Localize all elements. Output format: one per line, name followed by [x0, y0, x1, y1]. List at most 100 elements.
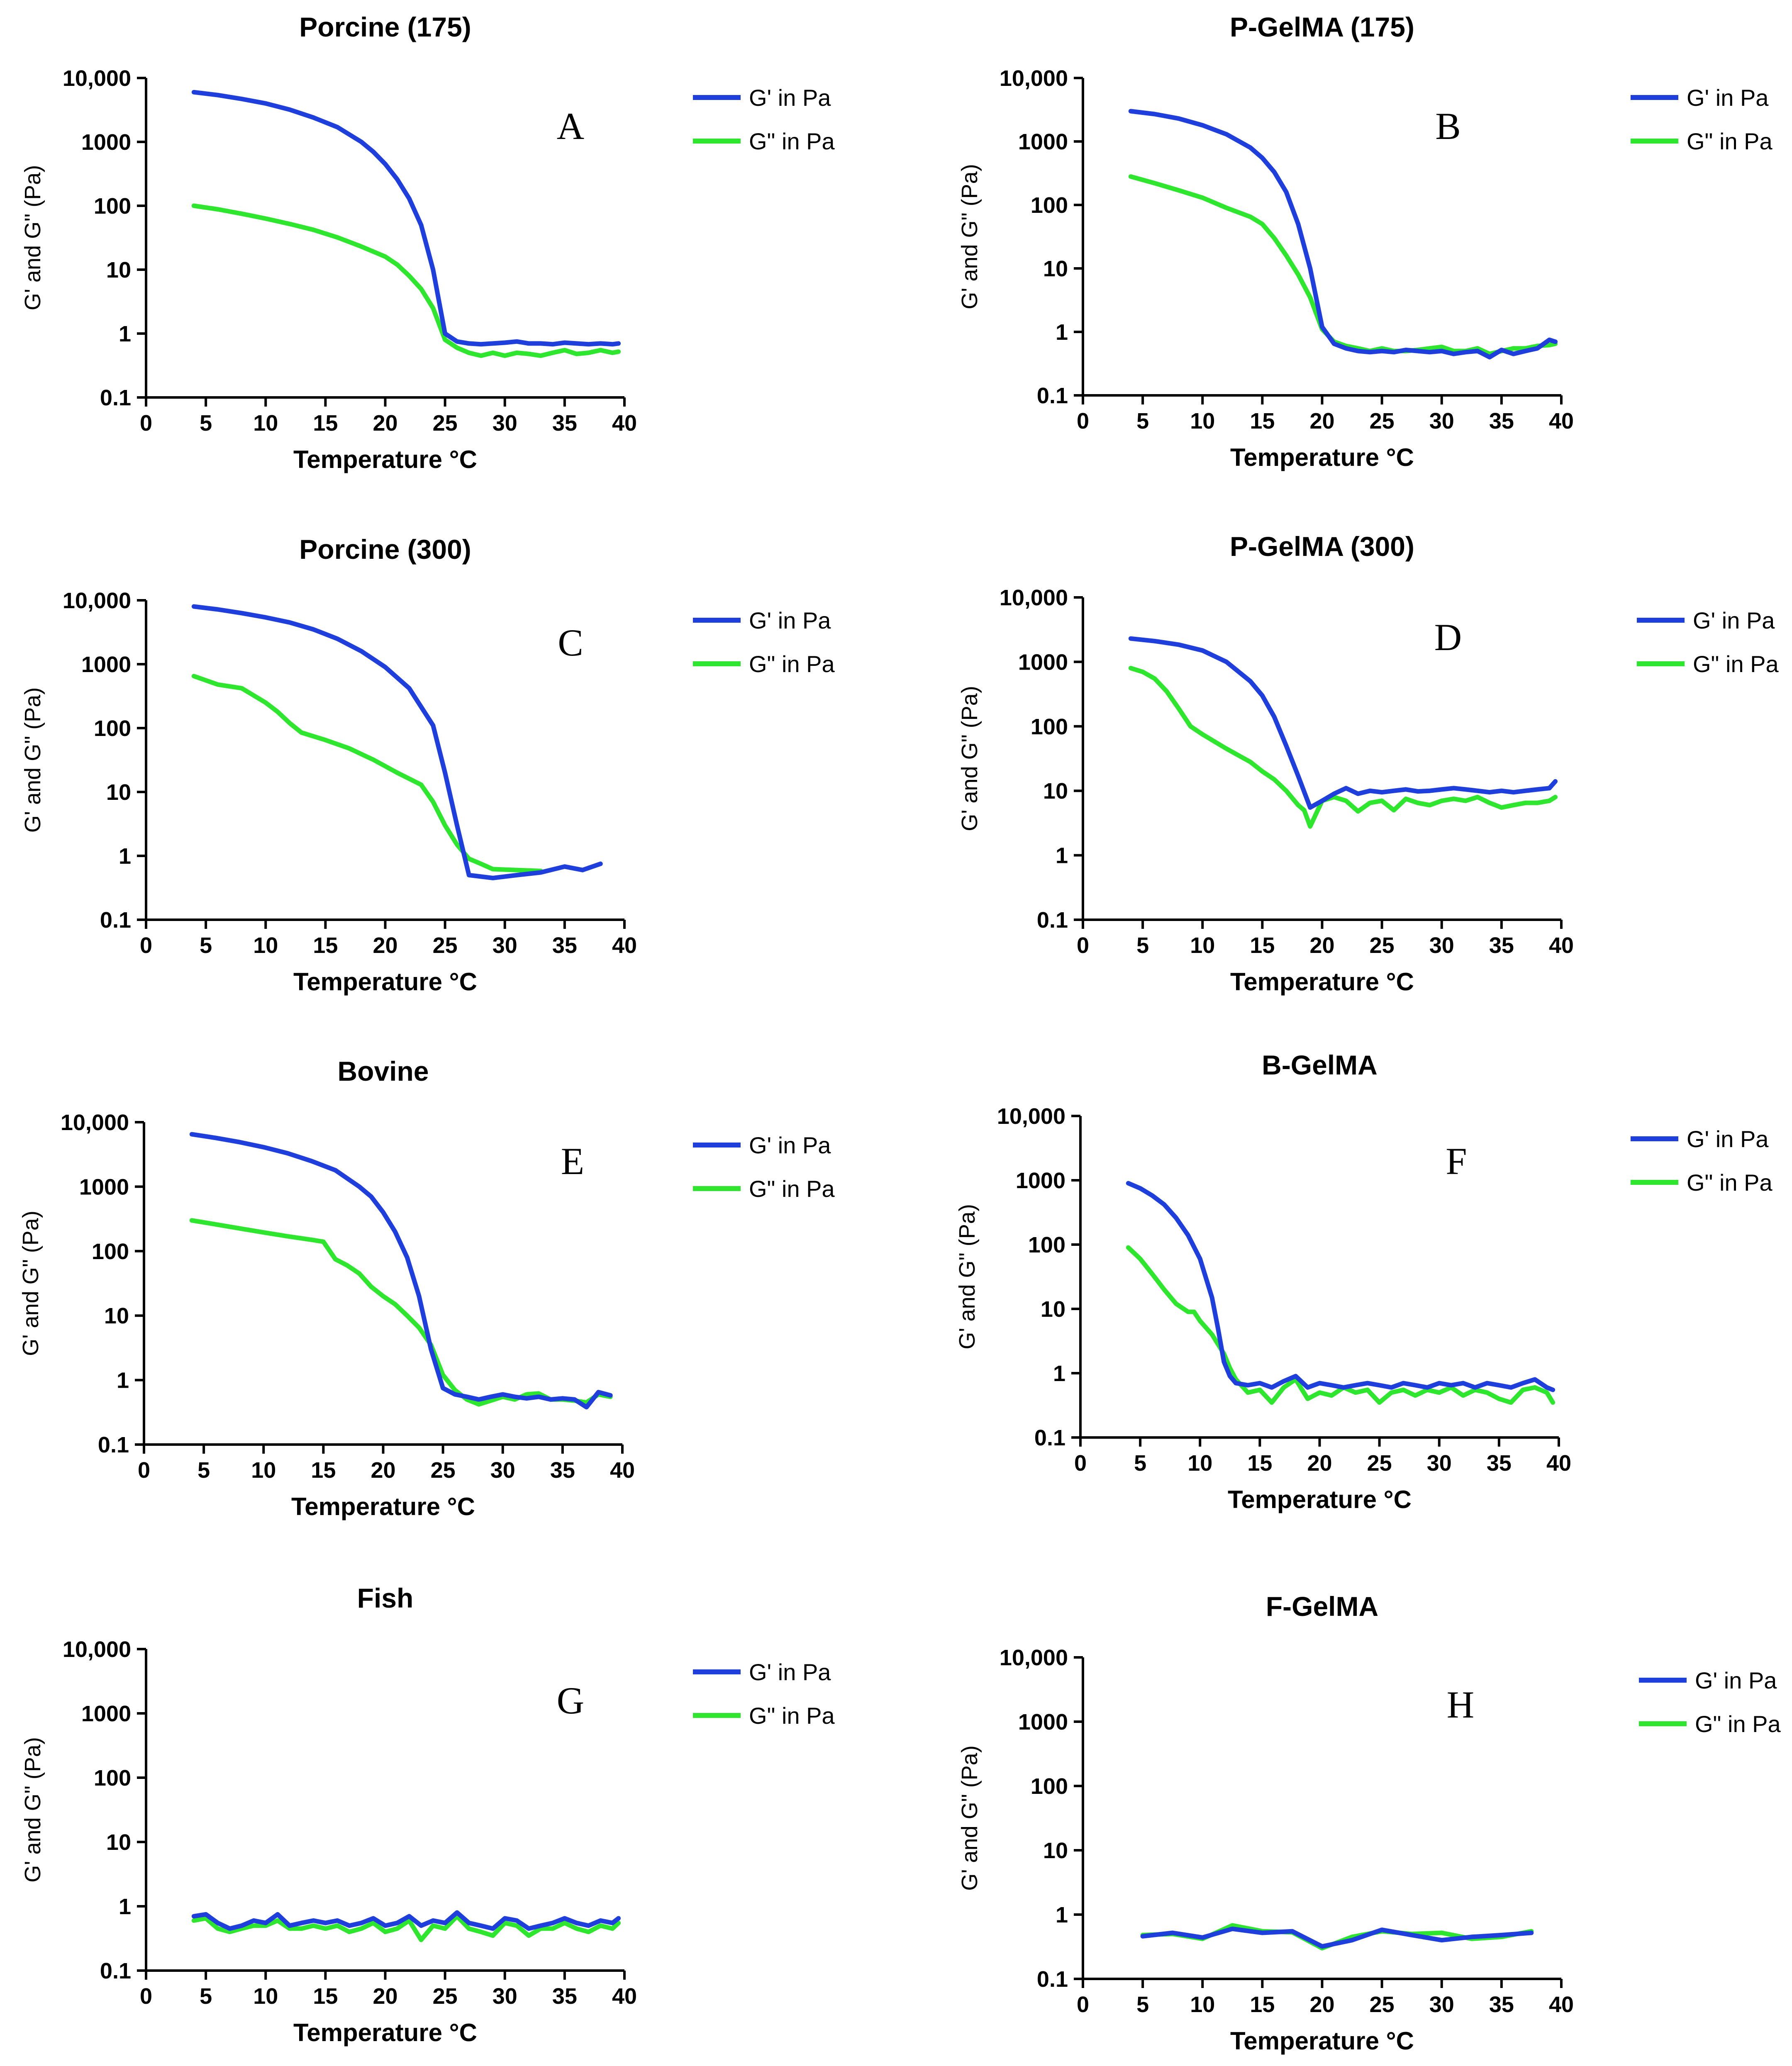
x-tick-label: 35: [552, 933, 577, 958]
x-tick-label: 40: [1549, 933, 1574, 958]
x-tick-label: 10: [1190, 933, 1215, 958]
y-tick-label: 0.1: [100, 1959, 131, 1983]
y-tick-label: 1: [119, 1894, 131, 1919]
x-axis-title: Temperature °C: [293, 968, 477, 996]
x-axis-title: Temperature °C: [1228, 1486, 1412, 1513]
y-axis-title: G' and G" (Pa): [20, 165, 45, 311]
y-tick-label: 1000: [1018, 650, 1068, 675]
x-tick-label: 5: [197, 1458, 210, 1483]
x-tick-label: 35: [1489, 409, 1514, 434]
x-tick-label: 25: [1370, 409, 1395, 434]
y-tick-label: 1000: [79, 1174, 129, 1199]
x-tick-label: 25: [431, 1458, 456, 1483]
chart-title: Porcine (175): [299, 12, 471, 42]
y-tick-label: 10,000: [63, 588, 131, 613]
legend-label: G" in Pa: [749, 128, 835, 154]
x-tick-label: 20: [373, 1984, 397, 2009]
legend-label: G' in Pa: [749, 1132, 831, 1158]
y-tick-label: 10: [1043, 1838, 1068, 1863]
chart-title: F-GelMA: [1266, 1591, 1378, 1622]
x-tick-label: 15: [311, 1458, 336, 1483]
chart-panel-e: Bovine 10,000 1000 100 10 1 0.1 0 5 10 15 20 25 30 35 4…: [18, 1056, 835, 1520]
y-axis-title: G' and G" (Pa): [957, 686, 982, 831]
x-tick-label: 40: [1549, 409, 1574, 434]
panel-letter: A: [557, 105, 584, 147]
series-g-double-prime: [191, 674, 543, 873]
y-tick-label: 10: [1043, 779, 1068, 804]
x-axis-title: Temperature °C: [293, 446, 477, 473]
x-tick-label: 0: [140, 933, 152, 958]
y-axis-title: G' and G" (Pa): [20, 1737, 45, 1883]
panel-letter: E: [561, 1140, 584, 1182]
x-tick-label: 30: [1429, 933, 1454, 958]
x-tick-label: 25: [433, 1984, 458, 2009]
y-tick-label: 1: [119, 844, 131, 869]
x-tick-label: 25: [1370, 933, 1395, 958]
x-tick-label: 5: [1136, 933, 1149, 958]
x-tick-label: 5: [200, 1984, 212, 2009]
legend-label: G' in Pa: [1695, 1667, 1777, 1693]
y-axis-title: G' and G" (Pa): [957, 164, 982, 309]
y-tick-label: 1000: [81, 1701, 131, 1726]
y-tick-label: 0.1: [100, 908, 131, 933]
x-tick-label: 25: [1367, 1451, 1392, 1476]
y-tick-label: 10,000: [997, 1104, 1065, 1129]
series-g-prime: [191, 604, 603, 880]
x-tick-label: 15: [1250, 409, 1275, 434]
series-g-double-prime: [191, 203, 621, 358]
y-tick-label: 10: [106, 780, 131, 805]
y-axis-title: G' and G" (Pa): [20, 687, 45, 833]
x-tick-label: 40: [612, 933, 637, 958]
x-tick-label: 35: [552, 1984, 577, 2009]
x-tick-label: 10: [1190, 409, 1215, 434]
y-tick-label: 1: [1053, 1361, 1065, 1386]
y-tick-label: 1: [1056, 320, 1068, 345]
x-axis-title: Temperature °C: [1230, 443, 1414, 471]
y-tick-label: 100: [94, 1766, 131, 1791]
series-g-double-prime: [1128, 174, 1558, 356]
x-tick-label: 0: [1074, 1451, 1087, 1476]
x-tick-label: 30: [492, 1984, 517, 2009]
x-tick-label: 10: [1190, 1992, 1215, 2017]
chart-panel-a: Porcine (175) 10,000 1000 100 10 1 0.1 0 5 10 15 20…: [20, 12, 835, 473]
y-tick-label: 10: [106, 258, 131, 283]
y-tick-label: 10,000: [1000, 585, 1068, 610]
y-tick-label: 1000: [1018, 1710, 1068, 1735]
y-tick-label: 1000: [1018, 129, 1068, 154]
y-tick-label: 0.1: [1037, 908, 1068, 933]
y-tick-label: 100: [94, 716, 131, 741]
x-tick-label: 30: [492, 411, 517, 436]
legend-label: G' in Pa: [749, 1659, 831, 1685]
legend-label: G" in Pa: [1687, 128, 1772, 154]
panel-letter: C: [558, 621, 583, 664]
y-tick-label: 10,000: [1000, 1645, 1068, 1670]
x-tick-label: 35: [1487, 1451, 1512, 1476]
x-tick-label: 5: [1134, 1451, 1146, 1476]
x-tick-label: 40: [1549, 1992, 1574, 2017]
y-tick-label: 100: [1028, 1233, 1065, 1257]
panel-letter: G: [557, 1679, 584, 1722]
y-tick-label: 1: [117, 1368, 129, 1393]
x-tick-label: 30: [492, 933, 517, 958]
x-tick-label: 20: [373, 933, 397, 958]
y-tick-label: 10: [104, 1303, 129, 1328]
legend-label: G' in Pa: [749, 607, 831, 633]
y-tick-label: 100: [1031, 1774, 1068, 1799]
x-tick-label: 15: [313, 933, 338, 958]
x-tick-label: 10: [1187, 1451, 1212, 1476]
chart-title: Porcine (300): [299, 534, 471, 565]
x-tick-label: 15: [1247, 1451, 1272, 1476]
x-axis-title: Temperature °C: [291, 1493, 475, 1520]
y-tick-label: 0.1: [1037, 1967, 1068, 1992]
y-tick-label: 0.1: [100, 385, 131, 410]
y-tick-label: 100: [92, 1239, 129, 1264]
series-g-double-prime: [1126, 1245, 1556, 1405]
series-g-prime: [189, 1132, 613, 1410]
x-tick-label: 20: [1309, 1992, 1334, 2017]
legend-label: G" in Pa: [749, 1703, 835, 1729]
x-axis-title: Temperature °C: [1230, 2027, 1414, 2055]
panel-letter: B: [1435, 105, 1460, 147]
x-tick-label: 25: [433, 933, 458, 958]
y-tick-label: 1000: [81, 652, 131, 677]
